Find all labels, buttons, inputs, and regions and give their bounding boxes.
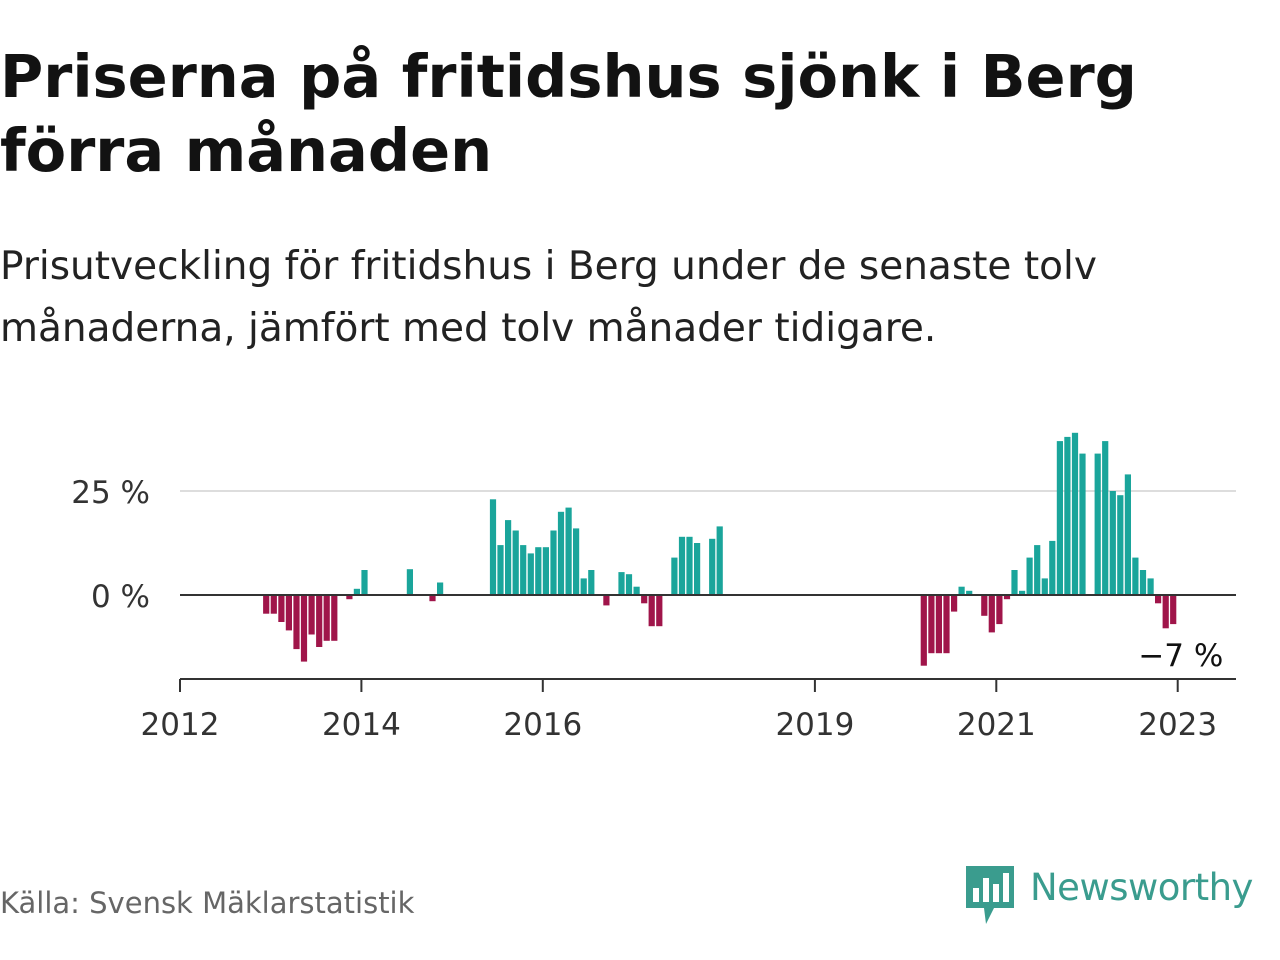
- bar: [437, 582, 444, 595]
- bar: [1049, 540, 1056, 595]
- y-tick-label: 25 %: [71, 475, 150, 511]
- bar: [331, 595, 338, 641]
- bar: [489, 499, 497, 595]
- bar: [1041, 578, 1048, 595]
- bar: [1034, 545, 1041, 595]
- bar-chart: 25 % 0 % 2012 2014 2016 2019 2021 2023 −7 %: [71, 432, 1236, 743]
- x-tick-label: 2021: [957, 707, 1036, 743]
- bar: [263, 595, 270, 614]
- bar: [716, 526, 723, 595]
- bar: [1102, 441, 1109, 595]
- bar: [1079, 453, 1086, 595]
- bars: [263, 432, 1177, 666]
- bar: [300, 595, 308, 662]
- bar: [709, 538, 716, 595]
- bar: [966, 590, 973, 595]
- bar: [542, 547, 549, 595]
- bar: [316, 595, 323, 647]
- bar: [920, 595, 927, 666]
- bar: [656, 595, 663, 627]
- chart-subtitle: Prisutveckling för fritidshus i Berg und…: [0, 244, 1097, 351]
- bar: [1094, 453, 1101, 595]
- newsworthy-logo-text: Newsworthy: [1030, 866, 1253, 909]
- bar: [648, 595, 655, 627]
- bar: [951, 595, 958, 612]
- bar: [406, 569, 413, 595]
- bar: [671, 557, 678, 595]
- y-tick-label: 0 %: [91, 579, 150, 615]
- bar: [935, 595, 942, 654]
- bar: [996, 595, 1003, 625]
- bar: [686, 536, 693, 595]
- bar: [1124, 474, 1131, 595]
- labels: 25 % 0 % 2012 2014 2016 2019 2021 2023 −7 %: [71, 475, 1223, 743]
- bar: [1026, 557, 1033, 595]
- bar: [361, 570, 368, 595]
- bar: [603, 595, 610, 606]
- bar: [505, 520, 512, 595]
- bar: [988, 595, 995, 633]
- bar: [1056, 441, 1063, 595]
- bar: [308, 595, 315, 635]
- bar: [550, 530, 557, 595]
- bar: [625, 574, 633, 595]
- bar: [527, 553, 534, 595]
- newsworthy-logo: Newsworthy: [964, 864, 1280, 926]
- bar: [981, 595, 988, 616]
- bar: [512, 530, 519, 595]
- bar: [633, 586, 640, 595]
- last-value-label: −7 %: [1138, 638, 1223, 674]
- bar: [943, 595, 950, 654]
- x-tick-label: 2016: [503, 707, 582, 743]
- bar: [694, 543, 701, 595]
- bar: [1139, 570, 1147, 595]
- x-tick-label: 2019: [775, 707, 854, 743]
- bar: [429, 595, 436, 602]
- bar: [353, 588, 360, 595]
- bar: [565, 507, 572, 595]
- bar: [641, 595, 648, 604]
- bar: [1071, 432, 1079, 595]
- bar: [1003, 595, 1011, 600]
- bar: [1064, 436, 1071, 595]
- bar: [270, 595, 277, 614]
- bar: [346, 595, 353, 600]
- bar: [1162, 595, 1169, 629]
- bar: [580, 578, 587, 595]
- bar: [1147, 578, 1154, 595]
- bar: [535, 547, 542, 595]
- source-note: Källa: Svensk Mäklarstatistik: [0, 886, 415, 920]
- bar: [958, 586, 965, 595]
- bar: [520, 545, 527, 595]
- bar: [678, 536, 686, 595]
- bar: [285, 595, 292, 631]
- bar: [1019, 590, 1026, 595]
- chart-title: Priserna på fritidshus sjönk i Berg förr…: [0, 42, 1137, 185]
- bar: [1109, 491, 1116, 595]
- bar: [588, 570, 595, 595]
- bar: [278, 595, 285, 622]
- bar: [1155, 595, 1162, 604]
- x-tick-label: 2014: [322, 707, 401, 743]
- bar: [323, 595, 330, 641]
- axes: [179, 594, 1236, 692]
- bar: [1170, 595, 1177, 625]
- x-tick-label: 2012: [141, 707, 220, 743]
- bar: [928, 595, 935, 654]
- bar: [1132, 557, 1139, 595]
- bar: [573, 528, 580, 595]
- bar: [557, 511, 565, 595]
- bar: [618, 572, 625, 595]
- x-tick-label: 2023: [1138, 707, 1217, 743]
- bar: [293, 595, 300, 650]
- newsworthy-logo-icon: [966, 866, 1014, 924]
- bar: [1011, 570, 1018, 595]
- bar: [1117, 495, 1124, 595]
- bar: [497, 545, 504, 595]
